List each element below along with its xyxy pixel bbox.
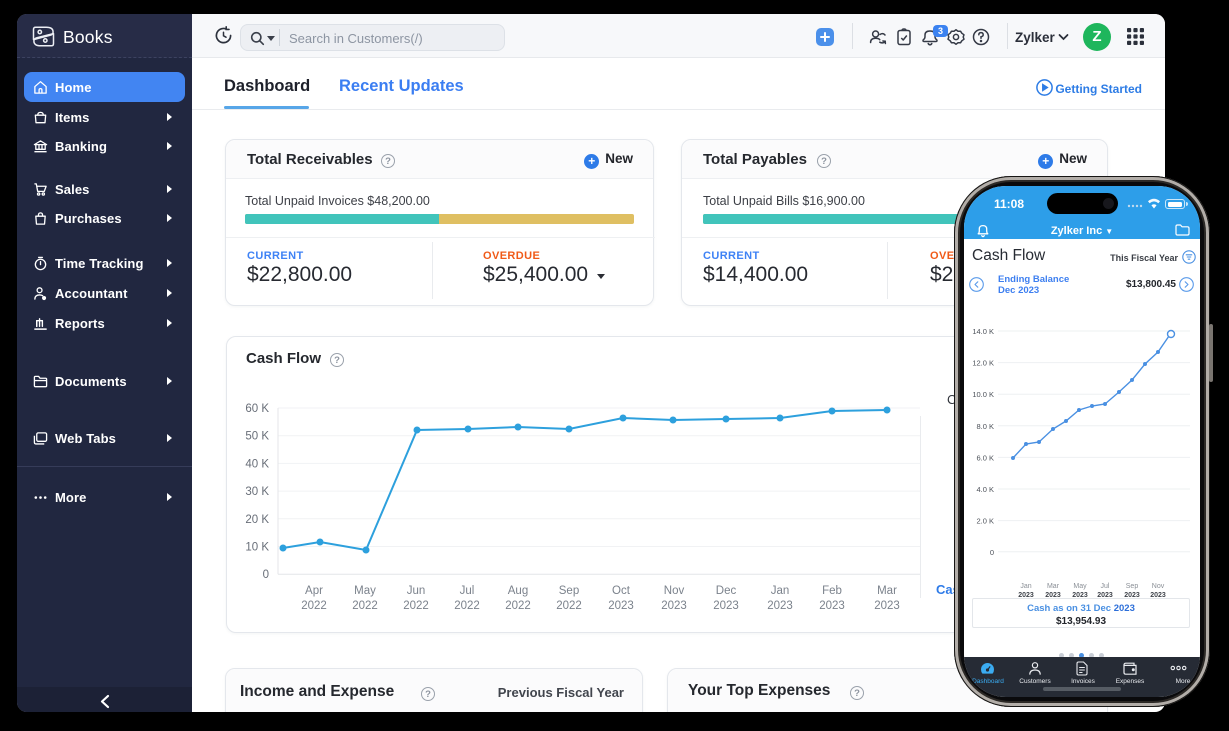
svg-text:2023: 2023 bbox=[1045, 592, 1061, 599]
svg-text:2023: 2023 bbox=[767, 600, 793, 612]
svg-text:Mar: Mar bbox=[877, 585, 897, 597]
svg-text:Jul: Jul bbox=[1101, 583, 1110, 590]
svg-text:Oct: Oct bbox=[612, 585, 631, 597]
svg-text:2023: 2023 bbox=[1072, 592, 1088, 599]
svg-text:2022: 2022 bbox=[454, 600, 480, 612]
svg-text:50 K: 50 K bbox=[245, 431, 269, 443]
svg-text:2023: 2023 bbox=[819, 600, 845, 612]
svg-text:2.0 K: 2.0 K bbox=[976, 517, 994, 526]
svg-text:2023: 2023 bbox=[608, 600, 634, 612]
svg-text:2023: 2023 bbox=[1097, 592, 1113, 599]
svg-text:8.0 K: 8.0 K bbox=[976, 422, 994, 431]
svg-text:20 K: 20 K bbox=[245, 514, 269, 526]
svg-text:2023: 2023 bbox=[713, 600, 739, 612]
svg-text:Sep: Sep bbox=[1126, 583, 1139, 590]
svg-text:Jan: Jan bbox=[1020, 583, 1031, 590]
svg-text:10 K: 10 K bbox=[245, 542, 269, 554]
svg-text:60 K: 60 K bbox=[245, 403, 269, 415]
svg-text:2022: 2022 bbox=[556, 600, 582, 612]
svg-text:Aug: Aug bbox=[508, 585, 528, 597]
svg-text:2022: 2022 bbox=[505, 600, 531, 612]
svg-text:Nov: Nov bbox=[664, 585, 685, 597]
svg-text:Nov: Nov bbox=[1152, 583, 1165, 590]
svg-text:30 K: 30 K bbox=[245, 486, 269, 498]
svg-text:6.0 K: 6.0 K bbox=[976, 453, 994, 462]
svg-text:Sep: Sep bbox=[559, 585, 579, 597]
svg-text:40 K: 40 K bbox=[245, 458, 269, 470]
svg-text:Jun: Jun bbox=[407, 585, 426, 597]
svg-text:2023: 2023 bbox=[1150, 592, 1166, 599]
svg-text:0: 0 bbox=[263, 569, 269, 581]
svg-text:2022: 2022 bbox=[352, 600, 378, 612]
svg-text:12.0 K: 12.0 K bbox=[972, 359, 994, 368]
svg-text:14.0 K: 14.0 K bbox=[972, 327, 994, 336]
svg-text:2023: 2023 bbox=[1124, 592, 1140, 599]
svg-text:2022: 2022 bbox=[403, 600, 429, 612]
svg-text:Feb: Feb bbox=[822, 585, 842, 597]
svg-text:Mar: Mar bbox=[1047, 583, 1060, 590]
svg-text:Jul: Jul bbox=[460, 585, 475, 597]
svg-text:Apr: Apr bbox=[305, 585, 323, 597]
svg-text:10.0 K: 10.0 K bbox=[972, 390, 994, 399]
svg-text:0: 0 bbox=[990, 548, 994, 557]
svg-text:2023: 2023 bbox=[874, 600, 900, 612]
svg-text:Jan: Jan bbox=[771, 585, 790, 597]
svg-text:2022: 2022 bbox=[301, 600, 327, 612]
svg-text:2023: 2023 bbox=[661, 600, 687, 612]
svg-text:Dec: Dec bbox=[716, 585, 737, 597]
svg-text:4.0 K: 4.0 K bbox=[976, 485, 994, 494]
svg-text:May: May bbox=[354, 585, 376, 597]
svg-text:2023: 2023 bbox=[1018, 592, 1034, 599]
svg-text:May: May bbox=[1073, 583, 1087, 590]
